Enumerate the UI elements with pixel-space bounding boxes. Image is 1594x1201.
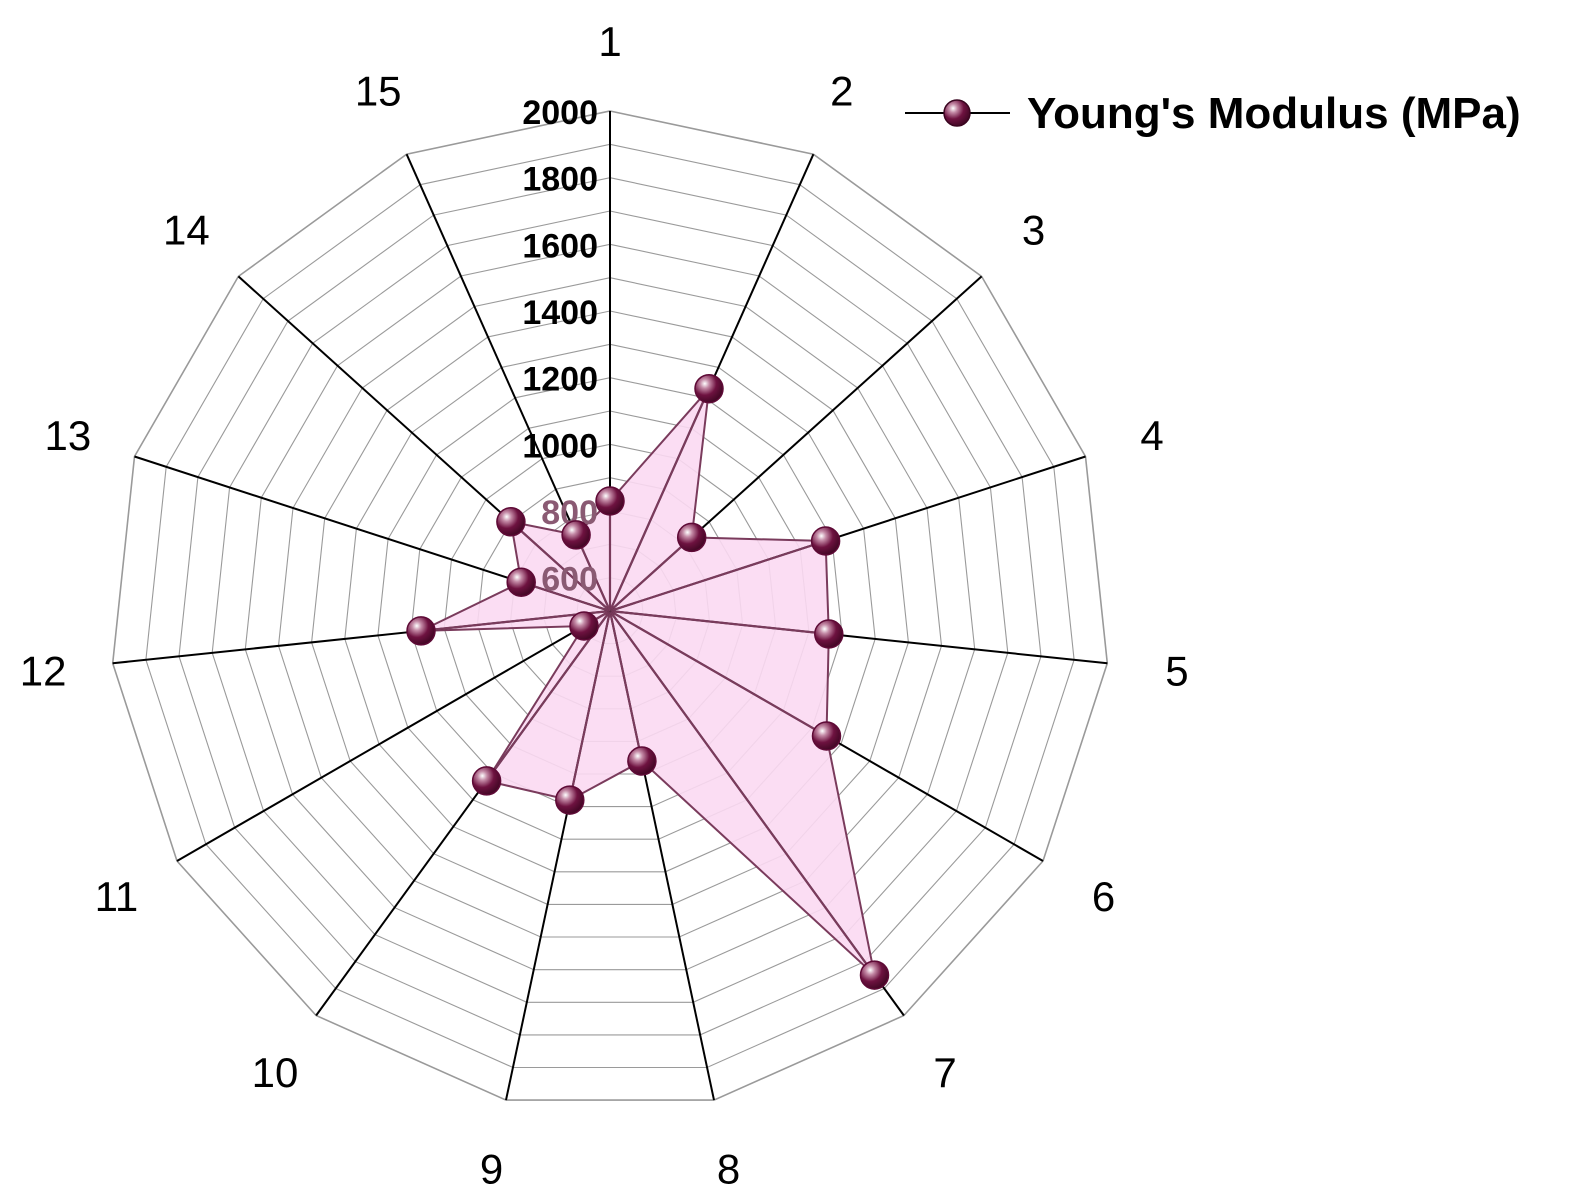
category-label-11: 11 — [95, 873, 139, 920]
spoke-11 — [176, 610, 611, 862]
spoke-inner-6 — [609, 610, 828, 737]
spoke-inner-2 — [608, 388, 711, 612]
grid-ring — [277, 277, 943, 938]
radial-tick-label: 1800 — [522, 161, 598, 199]
radial-tick-label: 1200 — [522, 361, 598, 399]
radar-grid — [111, 110, 1109, 1101]
series-polygon — [420, 385, 877, 978]
data-point-12 — [406, 616, 436, 646]
grid-ring — [410, 410, 810, 808]
radial-tick-label: 2000 — [522, 94, 598, 132]
spoke-inner-4 — [609, 539, 826, 613]
category-label-15: 15 — [355, 67, 402, 114]
category-label-4: 4 — [1140, 412, 1163, 459]
grid-ring — [211, 210, 1009, 1003]
category-label-7: 7 — [933, 1049, 956, 1096]
spoke-inner-14 — [510, 520, 611, 612]
spoke-inner-3 — [609, 536, 693, 612]
spoke-inner-7 — [609, 610, 876, 976]
category-label-10: 10 — [252, 1049, 299, 1096]
grid-ring — [344, 343, 876, 873]
category-label-5: 5 — [1165, 648, 1188, 695]
data-point-14 — [496, 507, 526, 537]
grid-ring — [311, 310, 909, 905]
category-label-1: 1 — [598, 18, 621, 65]
data-point-2 — [694, 373, 724, 404]
grid-ring — [244, 243, 976, 971]
category-label-12: 12 — [20, 648, 67, 695]
grid-ring — [145, 143, 1075, 1069]
radial-tick-label: 600 — [541, 561, 598, 599]
legend-label: Young's Modulus (MPa) — [1027, 89, 1521, 138]
radar-spokes — [112, 111, 1108, 1101]
data-point-3 — [676, 522, 707, 553]
series-area — [420, 385, 877, 978]
data-point-13 — [506, 567, 536, 597]
data-point-11 — [569, 611, 599, 641]
category-label-9: 9 — [480, 1146, 503, 1193]
data-point-7 — [859, 960, 890, 990]
data-point-15 — [561, 520, 591, 550]
data-point-9 — [555, 785, 585, 815]
data-point-4 — [810, 526, 841, 556]
data-point-10 — [471, 766, 502, 796]
radial-tick-label: 1600 — [522, 227, 598, 265]
data-point-1 — [595, 486, 625, 516]
legend: Young's Modulus (MPa) — [905, 89, 1521, 138]
grid-ring — [111, 110, 1109, 1101]
category-label-14: 14 — [163, 207, 210, 254]
grid-ring — [178, 177, 1042, 1036]
data-point-5 — [814, 619, 844, 649]
category-label-3: 3 — [1022, 207, 1045, 254]
legend-marker — [943, 99, 971, 127]
data-point-6 — [811, 721, 842, 751]
category-label-13: 13 — [45, 412, 92, 459]
radial-tick-label: 1000 — [522, 427, 598, 465]
category-label-6: 6 — [1092, 873, 1115, 920]
series-markers — [406, 373, 890, 990]
spoke-inner-8 — [608, 610, 643, 762]
spoke-inner-5 — [609, 609, 829, 636]
spoke-inner-9 — [568, 610, 612, 801]
category-label-8: 8 — [717, 1146, 740, 1193]
category-label-2: 2 — [830, 67, 853, 114]
grid-ring — [377, 377, 843, 840]
data-point-8 — [627, 746, 657, 776]
spoke-inner-13 — [520, 581, 611, 613]
radial-tick-label: 1400 — [522, 294, 598, 332]
